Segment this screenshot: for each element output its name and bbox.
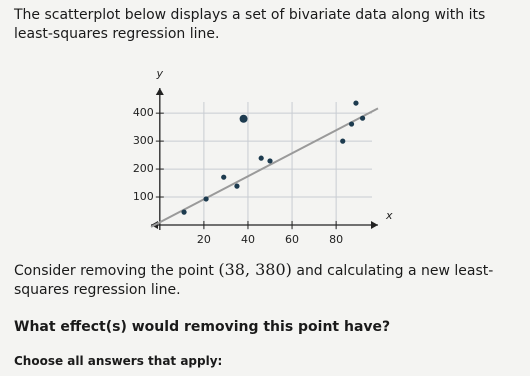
- x-tick-label: 80: [329, 233, 343, 246]
- question-before: Consider removing the point: [14, 263, 214, 279]
- data-point: [340, 138, 346, 144]
- y-tick-label: 300: [133, 134, 154, 147]
- data-point: [353, 100, 359, 106]
- x-tick-label: 20: [197, 233, 211, 246]
- question-point: (38, 380): [218, 260, 292, 279]
- x-tick-label: 60: [285, 233, 299, 246]
- data-point: [267, 158, 273, 164]
- prompt-text: What effect(s) would removing this point…: [14, 319, 391, 335]
- y-axis-label: y: [156, 67, 164, 80]
- data-point: [203, 196, 209, 202]
- y-tick-label: 400: [133, 106, 154, 119]
- data-point: [221, 174, 227, 180]
- question-text: Consider removing the point (38, 380) an…: [14, 260, 519, 300]
- y-tick-label: 200: [133, 162, 154, 175]
- question-after: and calculating a new least-squares regr…: [14, 263, 494, 298]
- scatter-chart: 20 40 60 80 100 200 300 400 x y: [133, 67, 393, 246]
- data-point: [258, 155, 264, 161]
- intro-text: The scatterplot below displays a set of …: [14, 7, 486, 42]
- data-point: [234, 183, 240, 189]
- data-point: [181, 209, 187, 215]
- instruction-text: Choose all answers that apply:: [14, 354, 223, 368]
- data-point: [359, 115, 366, 121]
- y-arrow: [155, 88, 164, 95]
- removed-point: [239, 114, 248, 123]
- data-point: [348, 121, 355, 127]
- regression-line: [150, 107, 379, 228]
- y-tick-label: 100: [133, 190, 154, 203]
- x-axis-label: x: [385, 209, 393, 222]
- x-tick-label: 40: [241, 233, 255, 246]
